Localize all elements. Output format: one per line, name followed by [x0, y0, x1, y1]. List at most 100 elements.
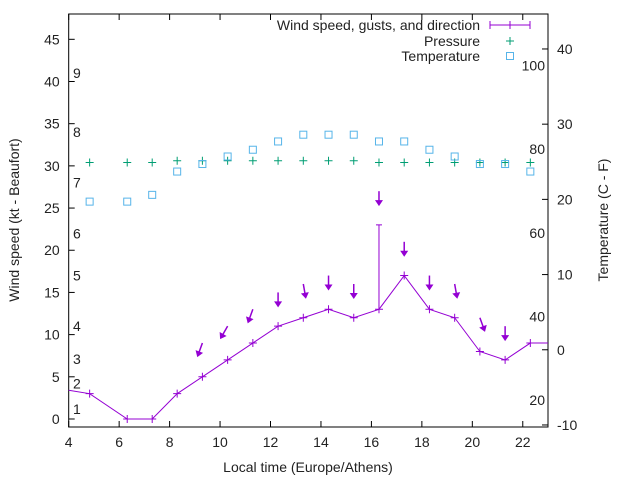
temperature-point: [349, 130, 358, 139]
arrow-head: [219, 331, 227, 340]
pressure-point: [299, 156, 308, 165]
wind-speed-point: [425, 305, 434, 314]
beaufort-label: 4: [73, 318, 81, 334]
x-tick-label: 4: [65, 434, 73, 450]
beaufort-label: 8: [73, 124, 81, 140]
pressure-point: [349, 156, 358, 165]
legend: Wind speed, gusts, and direction Pressur…: [277, 17, 480, 64]
temperature-point: [324, 130, 333, 139]
y-tick-label: 0: [52, 411, 60, 427]
wind-speed-point: [148, 414, 157, 423]
temperature-point: [223, 152, 232, 161]
x-tick-label: 22: [515, 434, 531, 450]
temperature-point: [526, 167, 535, 176]
plot-frame: [68, 13, 549, 428]
arrow-head: [400, 250, 409, 257]
arrow-head: [195, 350, 204, 358]
y-tick-label: 20: [44, 242, 60, 258]
wind-direction-arrow: [452, 283, 461, 299]
arrow-head: [425, 284, 434, 291]
wind-speed-point: [274, 322, 283, 331]
fahrenheit-label: 60: [529, 225, 545, 241]
temperature-point: [123, 197, 132, 206]
wind-speed-point: [198, 372, 207, 381]
wind-direction-arrow: [479, 317, 487, 332]
arrow-head: [246, 316, 254, 324]
x-tick-label: 14: [313, 434, 329, 450]
legend-wind-sample: [489, 21, 531, 29]
y-tick-label: 30: [44, 158, 60, 174]
y-tick-label: 15: [44, 284, 60, 300]
x-tick-label: 10: [212, 434, 228, 450]
temperature-point: [85, 197, 94, 206]
legend-pressure-label: Pressure: [424, 33, 480, 49]
wind-direction-arrow: [246, 309, 254, 324]
beaufort-label: 6: [73, 225, 81, 241]
x-tick-label: 8: [166, 434, 174, 450]
y2-tick-label: 0: [557, 342, 565, 358]
wind-speed-point: [450, 313, 459, 322]
temperature-point: [425, 145, 434, 154]
pressure-point: [501, 158, 510, 167]
pressure-point: [248, 156, 257, 165]
arrow-head: [300, 292, 309, 299]
y-tick-label: 35: [44, 116, 60, 132]
wind-speed-point: [85, 389, 94, 398]
arrow-head: [479, 324, 487, 332]
wind-speed-point: [475, 347, 484, 356]
y-tick-label: 10: [44, 327, 60, 343]
pressure-point: [374, 158, 383, 167]
beaufort-label: 5: [73, 268, 81, 284]
y-tick-label: 45: [44, 31, 60, 47]
fahrenheit-label: 80: [529, 141, 545, 157]
wind-direction-arrow: [400, 241, 409, 257]
y2-tick-label: 40: [557, 41, 573, 57]
pressure-point: [324, 156, 333, 165]
temperature-point: [198, 160, 207, 169]
temperature-point: [173, 167, 182, 176]
legend-temperature-label: Temperature: [401, 48, 480, 64]
y2-tick-label: 20: [557, 191, 573, 207]
wind-direction-arrow: [425, 275, 434, 291]
x-tick-label: 18: [414, 434, 430, 450]
beaufort-label: 7: [73, 175, 81, 191]
temperature-point: [299, 130, 308, 139]
pressure-point: [173, 156, 182, 165]
fahrenheit-label: 20: [529, 392, 545, 408]
y2-tick-label: 10: [557, 267, 573, 283]
wind-speed-point: [324, 305, 333, 314]
x-tick-label: 6: [115, 434, 123, 450]
y-tick-label: 40: [44, 73, 60, 89]
arrow-head: [501, 335, 510, 342]
wind-speed-point: [501, 355, 510, 364]
pressure-point: [475, 158, 484, 167]
legend-temperature-sample: [506, 52, 514, 60]
y2-tick-label: -10: [557, 417, 577, 433]
x-tick-label: 20: [465, 434, 481, 450]
wind-direction-arrow: [349, 283, 358, 299]
temperature-point: [374, 137, 383, 146]
x-tick-label: 16: [364, 434, 380, 450]
wind-speed-point: [173, 389, 182, 398]
wind-speed-line: [68, 274, 548, 420]
beaufort-label: 1: [73, 401, 81, 417]
pressure-point: [526, 158, 535, 167]
pressure-point: [223, 156, 232, 165]
wind-direction-arrow: [274, 292, 283, 308]
pressure-point: [425, 158, 434, 167]
temperature-point: [501, 160, 510, 169]
wind-speed-point: [349, 313, 358, 322]
arrow-head: [452, 292, 461, 299]
arrow-head: [374, 200, 383, 207]
pressure-point: [400, 158, 409, 167]
arrow-head: [324, 284, 333, 291]
arrow-head: [349, 292, 358, 299]
wind-direction-arrow: [501, 326, 510, 342]
pressure-point: [123, 158, 132, 167]
y-tick-label: 5: [52, 369, 60, 385]
wind-speed-point: [526, 339, 535, 348]
beaufort-label: 9: [73, 65, 81, 81]
temperature-point: [400, 137, 409, 146]
temperature-point: [274, 137, 283, 146]
